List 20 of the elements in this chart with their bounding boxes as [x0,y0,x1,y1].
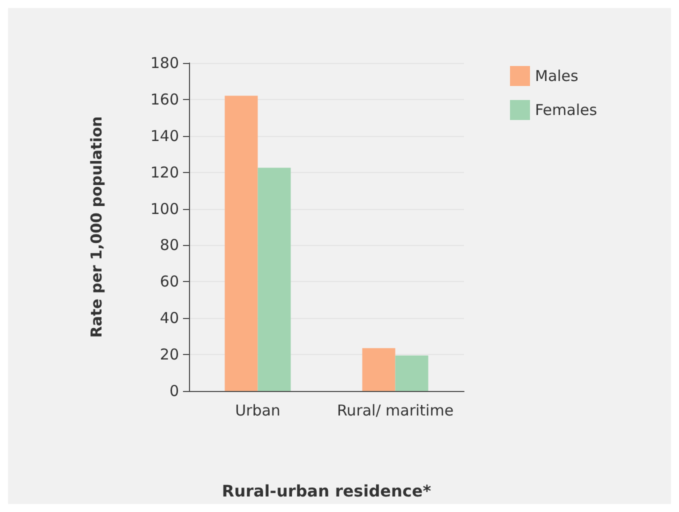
x-axis-title: Rural-urban residence* [222,482,432,500]
y-tick-label: 40 [160,309,179,328]
bar [395,355,428,391]
bar [224,96,258,391]
y-axis-title: Rate per 1,000 population [88,116,106,338]
x-tick-label: Rural/ maritime [336,402,454,420]
y-tick-label: 160 [150,90,179,108]
legend-label: Males [535,67,579,85]
y-tick-label: 140 [150,126,179,145]
y-tick-label: 180 [150,54,179,72]
bar [362,348,396,391]
y-tick-label: 60 [160,272,179,291]
legend-label: Females [535,101,598,119]
x-tick-label: Urban [235,402,280,420]
y-tick-label: 100 [150,200,179,218]
y-tick-label: 20 [160,346,179,364]
y-tick-label: 0 [169,382,179,400]
y-tick-label: 80 [160,236,179,254]
bar [258,168,291,391]
y-tick-label: 120 [150,163,179,182]
